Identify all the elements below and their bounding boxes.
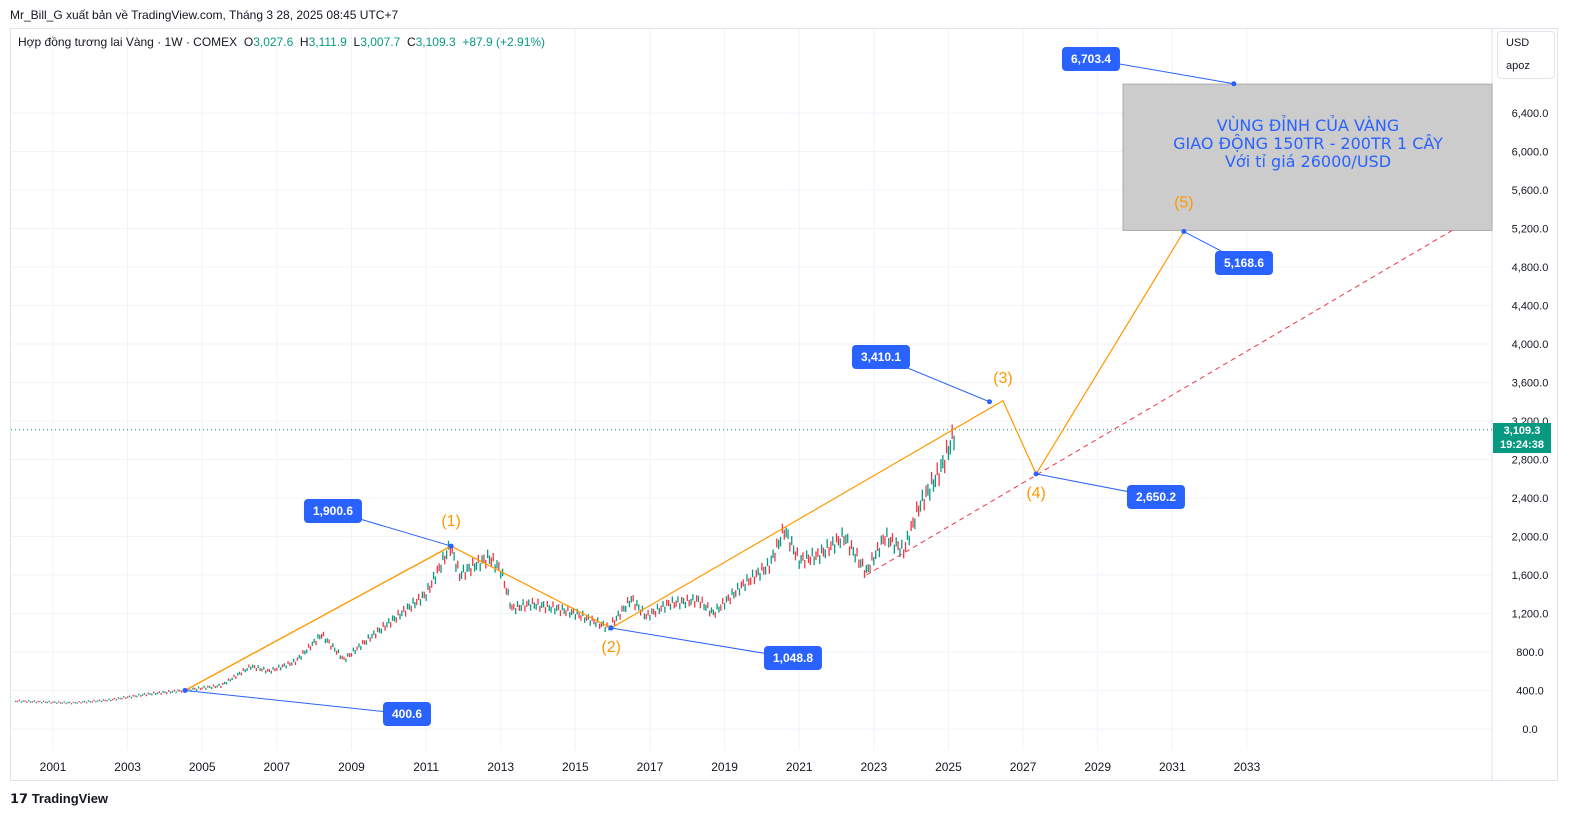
anchor-point xyxy=(448,543,454,549)
x-tick-label: 2031 xyxy=(1159,760,1186,774)
symbol-name[interactable]: Hợp đồng tương lai Vàng · 1W · COMEX xyxy=(18,35,238,49)
wave-label: (3) xyxy=(993,370,1013,387)
x-tick-label: 2015 xyxy=(562,760,589,774)
y-tick-label: 4,800.0 xyxy=(1512,262,1549,274)
bar-countdown: 19:24:38 xyxy=(1499,439,1545,451)
x-tick-label: 2023 xyxy=(860,760,887,774)
zone-line-1: VÙNG ĐỈNH CỦA VÀNG xyxy=(1216,116,1400,135)
x-tick-label: 2029 xyxy=(1084,760,1111,774)
x-tick-label: 2033 xyxy=(1234,760,1261,774)
y-tick-label: 0.0 xyxy=(1522,724,1537,736)
open-label: O xyxy=(243,35,254,49)
x-tick-label: 2007 xyxy=(264,760,291,774)
x-tick-label: 2019 xyxy=(711,760,738,774)
x-tick-label: 2017 xyxy=(637,760,664,774)
price-label[interactable]: 1,900.6 xyxy=(303,499,363,523)
y-tick-label: 6,000.0 xyxy=(1512,147,1549,159)
low-value: 3,007.7 xyxy=(360,35,401,49)
high-label: H xyxy=(299,35,309,49)
high-value: 3,111.9 xyxy=(308,35,347,49)
x-tick-label: 2003 xyxy=(114,760,141,774)
label-connector xyxy=(611,627,794,659)
dashed-trendline xyxy=(866,229,1453,576)
elliott-wave-line xyxy=(184,231,1185,691)
y-tick-label: 2,400.0 xyxy=(1512,493,1549,505)
y-tick-label: 4,400.0 xyxy=(1512,301,1549,313)
anchor-point xyxy=(1181,229,1187,235)
wave-label: (2) xyxy=(601,639,621,656)
y-tick-label: 1,600.0 xyxy=(1512,570,1549,582)
y-tick-label: 2,000.0 xyxy=(1512,532,1549,544)
y-tick-label: 4,000.0 xyxy=(1512,339,1549,351)
anchor-point xyxy=(1033,471,1039,477)
open-value: 3,027.6 xyxy=(253,35,294,49)
currency-label[interactable]: USD xyxy=(1506,37,1530,49)
y-tick-label: 6,400.0 xyxy=(1512,108,1549,120)
y-tick-label: 5,200.0 xyxy=(1512,224,1549,236)
label-connector xyxy=(185,689,408,715)
y-tick-label: 2,800.0 xyxy=(1512,455,1549,467)
price-label[interactable]: 400.6 xyxy=(382,702,432,726)
y-tick-label: 5,600.0 xyxy=(1512,185,1549,197)
x-tick-label: 2025 xyxy=(935,760,962,774)
wave-label: (4) xyxy=(1026,485,1046,502)
zone-line-2: GIAO ĐỘNG 150TR - 200TR 1 CÂY xyxy=(1173,134,1443,153)
publisher-info: Mr_Bill_G xuất bản về TradingView.com, T… xyxy=(10,8,399,22)
x-tick-label: 2013 xyxy=(487,760,514,774)
wave-channel-line xyxy=(184,545,452,691)
logo-icon: 𝟭𝟳 xyxy=(10,791,32,806)
wave-label: (5) xyxy=(1174,195,1194,212)
last-price-tag: 3,109.3 19:24:38 xyxy=(1493,423,1551,453)
x-tick-label: 2027 xyxy=(1010,760,1037,774)
target-zone-box xyxy=(1122,83,1493,231)
y-tick-label: 1,200.0 xyxy=(1512,609,1549,621)
y-tick-label: 800.0 xyxy=(1516,647,1544,659)
price-label[interactable]: 2,650.2 xyxy=(1126,485,1186,509)
price-label[interactable]: 5,168.6 xyxy=(1214,251,1274,275)
y-tick-label: 400.0 xyxy=(1516,686,1544,698)
unit-label[interactable]: apoz xyxy=(1506,60,1530,72)
wave-label: (1) xyxy=(441,513,461,530)
x-tick-label: 2009 xyxy=(338,760,365,774)
close-label: C xyxy=(406,35,416,49)
close-value: 3,109.3 xyxy=(415,35,456,49)
chart-pane[interactable] xyxy=(10,28,1558,781)
change-value: +87.9 (+2.91%) xyxy=(462,35,546,49)
x-tick-label: 2021 xyxy=(786,760,813,774)
anchor-point xyxy=(986,399,992,405)
anchor-point xyxy=(1231,81,1237,87)
x-tick-label: 2005 xyxy=(189,760,216,774)
price-label[interactable]: 1,048.8 xyxy=(763,646,823,670)
x-tick-label: 2001 xyxy=(40,760,67,774)
x-tick-label: 2011 xyxy=(413,760,439,774)
anchor-point xyxy=(182,687,188,693)
currency-unit-selector[interactable]: USD apoz xyxy=(1497,31,1555,79)
brand-name: TradingView xyxy=(31,791,109,806)
price-label[interactable]: 6,703.4 xyxy=(1061,47,1121,71)
price-label[interactable]: 3,410.1 xyxy=(851,345,911,369)
last-price: 3,109.3 xyxy=(1503,425,1541,437)
low-label: L xyxy=(353,35,361,49)
tradingview-logo[interactable]: 𝟭𝟳 TradingView xyxy=(10,791,108,807)
symbol-legend: Hợp đồng tương lai Vàng · 1W · COMEX O3,… xyxy=(18,35,545,49)
zone-text: VÙNG ĐỈNH CỦA VÀNG GIAO ĐỘNG 150TR - 200T… xyxy=(1124,117,1492,171)
y-tick-label: 3,600.0 xyxy=(1512,378,1549,390)
anchor-point xyxy=(608,625,614,631)
zone-line-3: Với tỉ giá 26000/USD xyxy=(1224,152,1392,171)
